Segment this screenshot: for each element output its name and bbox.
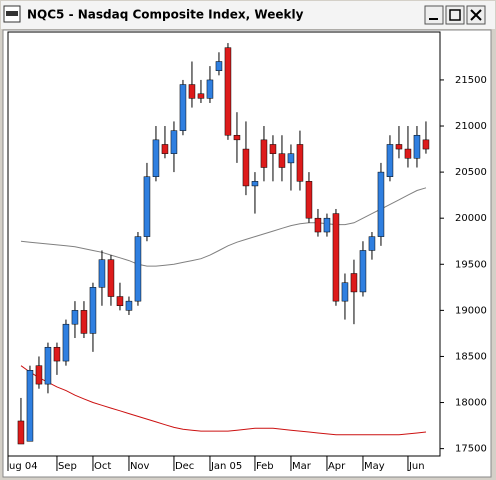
candle-body [395,144,403,150]
close-button[interactable] [466,5,486,25]
y-tick-label: 17500 [455,444,487,455]
x-tick-label: Oct [94,461,111,472]
candle-body [287,153,295,164]
candle-body [377,171,385,237]
x-tick-label: Feb [256,461,274,472]
minimize-button[interactable] [424,5,444,25]
candle-body [35,365,43,385]
x-tick-label: Jun [408,461,425,472]
candle-body [161,144,169,154]
candle-body [98,259,106,288]
candle-body [296,144,304,182]
candle-body [179,84,187,131]
candle-body [404,148,412,159]
x-tick-label: Apr [328,461,346,472]
moving-average-line [20,365,427,436]
x-tick-label: Mar [292,461,312,472]
candle-body [71,310,79,325]
candle-body [215,61,223,71]
y-tick-label: 21000 [455,121,487,132]
candle-body [170,130,178,154]
candle-body [332,213,340,302]
y-tick-label: 20000 [455,213,487,224]
x-tick-label: Nov [130,461,150,472]
candle-body [26,370,34,442]
candle-body [134,236,142,302]
candle-body [197,93,205,99]
candle-body [89,287,97,334]
candle-body [269,144,277,154]
moving-average-line [20,187,427,267]
candle-body [251,181,259,187]
candle-body [341,282,349,302]
app-icon-mark [6,11,18,16]
candle-body [53,346,61,362]
y-tick-label: 21500 [455,75,487,86]
x-tick-label: Dec [175,461,194,472]
candle-body [260,139,268,168]
candle-body [386,144,394,177]
candle-body [62,323,70,362]
x-tick-label: Jan 05 [210,461,242,472]
candle-body [368,236,376,251]
y-tick-label: 18500 [455,351,487,362]
title-bar [1,1,495,29]
candle-body [422,139,430,150]
candle-body [278,153,286,168]
candle-body [44,346,52,385]
window-title: NQC5 - Nasdaq Composite Index, Weekly [27,8,304,22]
candle-body [305,181,313,219]
plot-area [7,31,441,457]
candle-body [116,296,124,307]
y-tick-label: 19500 [455,259,487,270]
candle-body [350,273,358,293]
x-tick-label: Sep [58,461,77,472]
candle-body [107,259,115,297]
candle-body [242,148,250,187]
candle-body [143,176,151,237]
candle-body [206,79,214,99]
candle-body [224,47,232,136]
candle-body [323,217,331,233]
y-tick-label: 20500 [455,167,487,178]
candle-body [80,310,88,334]
candle-body [314,217,322,233]
candle-body [188,84,196,99]
candle-body [413,134,421,159]
x-tick-label: ug 04 [9,461,38,472]
y-tick-label: 18000 [455,398,487,409]
candle-body [125,300,133,311]
candle-body [17,420,25,445]
candle-body [152,139,160,177]
x-tick-label: May [364,461,385,472]
candle-body [233,134,241,141]
y-tick-label: 19000 [455,305,487,316]
candle-body [359,250,367,293]
maximize-button[interactable] [445,5,465,25]
